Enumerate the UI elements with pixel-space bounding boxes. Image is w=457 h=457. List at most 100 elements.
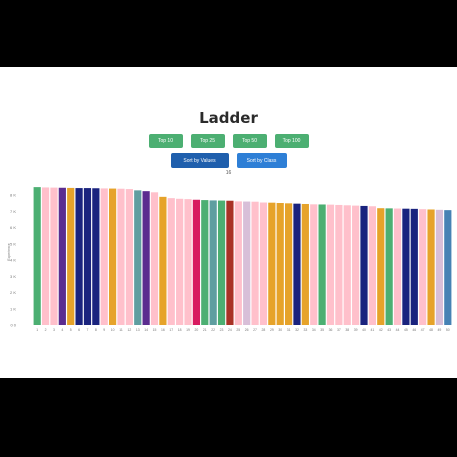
bar — [393, 208, 402, 325]
bar — [251, 201, 259, 325]
y-tick-label: 7 K — [10, 209, 16, 214]
x-tick-label: 41 — [370, 328, 374, 332]
y-tick-label: 3 K — [10, 274, 16, 279]
y-tick-label: 0 0 — [10, 323, 16, 328]
x-tick-label: 13 — [136, 328, 140, 332]
bar — [217, 200, 226, 325]
bar — [33, 187, 41, 325]
y-tick-label: 4 K — [10, 258, 16, 263]
y-tick-label: 2 K — [10, 290, 16, 295]
x-tick-label: 27 — [253, 328, 257, 332]
sort-by-values-button[interactable]: Sort by Values — [170, 153, 229, 168]
top-100-button[interactable]: Top 100 — [274, 134, 309, 148]
x-tick-label: 44 — [396, 328, 400, 332]
chart-title: Ladder — [199, 109, 258, 127]
y-tick-label: 1 K — [10, 306, 16, 311]
x-tick-label: 7 — [87, 328, 89, 332]
bar — [385, 208, 393, 325]
x-tick-label: 45 — [404, 328, 408, 332]
bar — [310, 204, 318, 325]
x-tick-label: 39 — [354, 328, 358, 332]
x-tick-label: 50 — [446, 328, 450, 332]
bar — [368, 206, 376, 325]
bar — [419, 209, 427, 325]
bar — [201, 200, 209, 325]
x-tick-label: 10 — [111, 328, 115, 332]
bar — [444, 210, 452, 325]
x-tick-label: 31 — [287, 328, 291, 332]
bar — [209, 200, 217, 325]
x-tick-label: 3 — [53, 328, 55, 332]
bar — [83, 188, 92, 325]
sort-button-row: Sort by Values Sort by Class — [0, 153, 457, 168]
bar — [326, 204, 335, 325]
y-tick-label: 5 K — [10, 241, 16, 246]
x-tick-label: 5 — [70, 328, 72, 332]
x-tick-label: 2 — [45, 328, 47, 332]
bar — [167, 198, 175, 325]
bar — [92, 188, 100, 325]
bar — [58, 187, 66, 325]
x-tick-label: 46 — [412, 328, 416, 332]
bar — [360, 205, 368, 325]
bar — [142, 191, 150, 325]
x-tick-label: 26 — [245, 328, 249, 332]
x-tick-label: 28 — [262, 328, 266, 332]
x-tick-label: 12 — [127, 328, 131, 332]
sort-caption: 16 — [225, 170, 232, 176]
x-tick-label: 17 — [169, 328, 173, 332]
x-tick-label: 22 — [211, 328, 215, 332]
x-tick-label: 9 — [103, 328, 105, 332]
bar — [41, 187, 50, 325]
bar — [410, 208, 418, 325]
top-10-button[interactable]: Top 10 — [148, 134, 183, 148]
y-axis-label: Experience — [7, 243, 11, 261]
top-50-button[interactable]: Top 50 — [232, 134, 267, 148]
bar — [259, 202, 268, 325]
sort-by-class-button[interactable]: Sort by Class — [236, 153, 287, 168]
y-tick-label: 8 K — [10, 193, 16, 198]
x-tick-label: 40 — [362, 328, 366, 332]
bar — [293, 203, 301, 325]
bar — [284, 203, 293, 325]
x-tick-label: 19 — [186, 328, 190, 332]
x-tick-label: 4 — [61, 328, 63, 332]
y-tick-label: 6 K — [10, 225, 16, 230]
x-tick-label: 42 — [379, 328, 383, 332]
bar — [268, 202, 276, 325]
bar — [184, 199, 192, 325]
x-tick-label: 34 — [312, 328, 316, 332]
x-tick-label: 24 — [228, 328, 232, 332]
bar — [234, 201, 242, 325]
bar — [343, 205, 351, 325]
x-tick-label: 20 — [195, 328, 199, 332]
top-25-button[interactable]: Top 25 — [190, 134, 225, 148]
bar — [100, 188, 108, 325]
x-tick-label: 43 — [387, 328, 391, 332]
bar — [192, 199, 201, 325]
bar — [352, 205, 360, 325]
x-tick-label: 18 — [178, 328, 182, 332]
bar — [109, 188, 117, 325]
x-tick-label: 1 — [36, 328, 38, 332]
bar — [335, 204, 343, 325]
x-tick-label: 38 — [345, 328, 349, 332]
bar — [226, 200, 234, 325]
x-tick-label: 32 — [295, 328, 299, 332]
bar — [435, 209, 444, 325]
bar — [150, 192, 159, 325]
bar — [117, 188, 125, 325]
x-tick-label: 11 — [119, 328, 123, 332]
x-tick-label: 21 — [203, 328, 207, 332]
x-tick-label: 25 — [236, 328, 240, 332]
chart-panel: Ladder Top 10 Top 25 Top 50 Top 100 Sort… — [0, 67, 457, 378]
x-tick-label: 14 — [144, 328, 148, 332]
bar — [125, 189, 133, 325]
x-tick-label: 36 — [329, 328, 333, 332]
x-tick-label: 48 — [429, 328, 433, 332]
x-tick-label: 8 — [95, 328, 97, 332]
x-tick-label: 6 — [78, 328, 80, 332]
bar — [134, 190, 142, 325]
bar — [301, 203, 309, 325]
